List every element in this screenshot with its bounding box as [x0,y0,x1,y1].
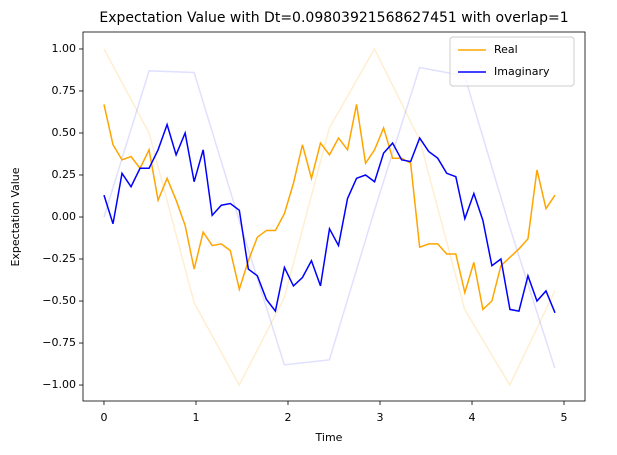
x-tick-label: 3 [377,411,384,424]
x-tick-label: 0 [100,411,107,424]
y-tick-label: 0.75 [52,84,77,97]
x-axis-label: Time [315,431,343,444]
y-tick-label: 0.25 [52,168,77,181]
y-tick-label: −1.00 [42,378,76,391]
y-tick-label: 0.50 [52,126,77,139]
y-tick-label: 0.00 [52,210,77,223]
y-axis-label: Expectation Value [9,167,22,266]
x-tick-label: 2 [284,411,291,424]
x-tick-label: 5 [561,411,568,424]
y-tick-label: −0.75 [42,336,76,349]
background-line [103,66,556,369]
plot-frame [82,31,586,402]
y-tick-label: 1.00 [52,42,77,55]
x-tick-label: 4 [469,411,476,424]
series-line [103,104,556,311]
y-tick-label: −0.25 [42,252,76,265]
series-line [103,122,556,314]
chart-title: Expectation Value with Dt=0.098039215686… [99,10,568,26]
background-line [103,47,556,387]
y-tick-label: −0.50 [42,294,76,307]
legend-label: Imaginary [494,65,550,78]
x-tick-label: 1 [192,411,199,424]
legend-label: Real [494,43,518,56]
